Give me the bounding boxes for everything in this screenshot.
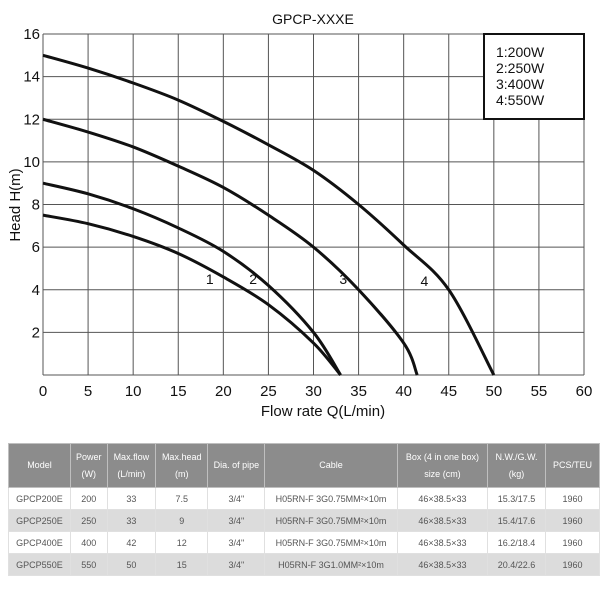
table-cell: GPCP250E xyxy=(8,509,71,532)
performance-curves xyxy=(42,53,496,376)
table-cell: 42 xyxy=(106,531,157,554)
curve-label-1: 1 xyxy=(206,271,214,287)
y-tick-label: 12 xyxy=(23,111,40,128)
table-cell: 9 xyxy=(155,509,209,532)
table-cell: 33 xyxy=(106,487,157,510)
chart-title: GPCP-XXXE xyxy=(272,11,354,27)
column-header: Power (W) xyxy=(69,443,108,488)
table-cell: 50 xyxy=(106,553,157,576)
table-cell: 400 xyxy=(69,531,108,554)
table-cell: 3/4" xyxy=(207,487,266,510)
curve-2 xyxy=(42,181,342,376)
table-cell: GPCP400E xyxy=(8,531,71,554)
legend-item-4: 4:550W xyxy=(496,92,545,108)
column-header: Max.head (m) xyxy=(155,443,209,488)
x-tick-label: 25 xyxy=(260,383,277,400)
legend-item-2: 2:250W xyxy=(496,60,545,76)
column-header: Cable xyxy=(264,443,398,488)
curve-label-3: 3 xyxy=(339,271,347,287)
table-cell: H05RN-F 3G1.0MM²×10m xyxy=(264,553,398,576)
curve-3 xyxy=(42,117,419,376)
table-cell: 15.3/17.5 xyxy=(487,487,546,510)
table-cell: 16.2/18.4 xyxy=(487,531,546,554)
y-axis-label: Head H(m) xyxy=(7,168,24,241)
x-tick-label: 60 xyxy=(576,383,593,400)
x-tick-label: 35 xyxy=(350,383,367,400)
table-cell: 550 xyxy=(69,553,108,576)
x-tick-label: 20 xyxy=(215,383,232,400)
table-cell: 46×38.5×33 xyxy=(396,553,489,576)
column-header: Dia. of pipe xyxy=(207,443,266,488)
x-tick-label: 15 xyxy=(170,383,187,400)
table-cell: 7.5 xyxy=(155,487,209,510)
table-cell: 20.4/22.6 xyxy=(487,553,546,576)
curve-label-4: 4 xyxy=(421,273,429,289)
table-cell: 46×38.5×33 xyxy=(396,531,489,554)
x-tick-label: 55 xyxy=(531,383,548,400)
y-tick-label: 2 xyxy=(32,324,40,341)
y-tick-label: 14 xyxy=(23,69,40,86)
x-tick-label: 30 xyxy=(305,383,322,400)
table-cell: 15 xyxy=(155,553,209,576)
x-axis-label: Flow rate Q(L/min) xyxy=(261,403,385,420)
table-cell: 46×38.5×33 xyxy=(396,487,489,510)
table-cell: H05RN-F 3G0.75MM²×10m xyxy=(264,531,398,554)
x-axis-ticks: 0 5 10 15 20 25 30 35 40 45 50 55 60 xyxy=(39,383,593,400)
table-cell: 12 xyxy=(155,531,209,554)
curve-labels: 1 2 3 4 xyxy=(206,271,429,289)
column-header: PCS/TEU xyxy=(544,443,600,488)
y-tick-label: 4 xyxy=(32,282,40,299)
x-tick-label: 40 xyxy=(395,383,412,400)
specs-table: Model Power (W) Max.flow (L/min) Max.head (m) D… xyxy=(8,443,600,576)
table-cell: 33 xyxy=(106,509,157,532)
x-tick-label: 45 xyxy=(440,383,457,400)
pump-performance-chart: GPCP-XXXE 0 5 10 15 20 25 30 35 40 45 50 55 60 2 4 6 8 1… xyxy=(7,11,593,420)
y-axis-ticks: 2 4 6 8 10 12 14 16 xyxy=(23,26,40,341)
y-tick-label: 16 xyxy=(23,26,40,43)
curve-4 xyxy=(42,53,496,376)
table-cell: 3/4" xyxy=(207,509,266,532)
x-tick-label: 10 xyxy=(125,383,142,400)
table-cell: 3/4" xyxy=(207,553,266,576)
curve-1 xyxy=(42,213,342,376)
x-tick-label: 0 xyxy=(39,383,47,400)
x-tick-label: 5 xyxy=(84,383,92,400)
table-cell: H05RN-F 3G0.75MM²×10m xyxy=(264,487,398,510)
table-cell: 250 xyxy=(69,509,108,532)
table-cell: GPCP550E xyxy=(8,553,71,576)
table-header-row: Model Power (W) Max.flow (L/min) Max.head (m) D… xyxy=(8,443,600,488)
table-cell: 3/4" xyxy=(207,531,266,554)
table-cell: 1960 xyxy=(544,531,600,554)
y-tick-label: 8 xyxy=(32,197,40,214)
table-cell: 46×38.5×33 xyxy=(396,509,489,532)
column-header: N.W./G.W. (kg) xyxy=(487,443,546,488)
table-cell: 1960 xyxy=(544,487,600,510)
table-cell: 1960 xyxy=(544,509,600,532)
table-row: GPCP400E 400 42 12 3/4" H05RN-F 3G0.75MM²×10m… xyxy=(8,531,600,554)
column-header: Model xyxy=(8,443,71,488)
table-row: GPCP550E 550 50 15 3/4" H05RN-F 3G1.0MM²×10m 4… xyxy=(8,553,600,576)
column-header: Max.flow (L/min) xyxy=(106,443,157,488)
table-row: GPCP250E 250 33 9 3/4" H05RN-F 3G0.75MM²×10m 4… xyxy=(8,509,600,532)
chart-legend: 1:200W 2:250W 3:400W 4:550W xyxy=(483,33,585,120)
table-cell: 200 xyxy=(69,487,108,510)
y-tick-label: 6 xyxy=(32,239,40,256)
table-cell: 15.4/17.6 xyxy=(487,509,546,532)
column-header: Box (4 in one box) size (cm) xyxy=(396,443,489,488)
table-cell: GPCP200E xyxy=(8,487,71,510)
curve-label-2: 2 xyxy=(249,271,257,287)
y-tick-label: 10 xyxy=(23,154,40,171)
table-cell: 1960 xyxy=(544,553,600,576)
x-tick-label: 50 xyxy=(485,383,502,400)
table-row: GPCP200E 200 33 7.5 3/4" H05RN-F 3G0.75MM²×10… xyxy=(8,487,600,510)
legend-item-1: 1:200W xyxy=(496,44,545,60)
table-cell: H05RN-F 3G0.75MM²×10m xyxy=(264,509,398,532)
legend-item-3: 3:400W xyxy=(496,76,545,92)
